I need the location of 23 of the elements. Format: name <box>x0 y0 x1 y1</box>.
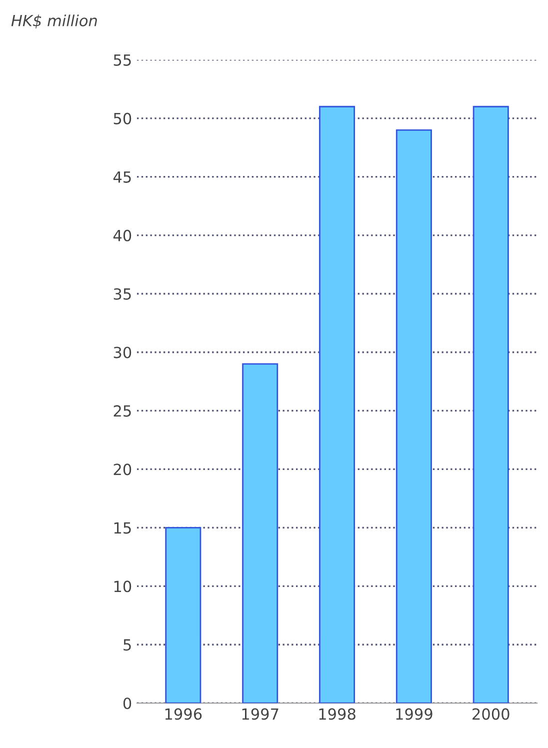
x-tick-label: 1997 <box>242 708 278 720</box>
y-tick-label: 10 <box>114 580 132 592</box>
y-tick-label: 40 <box>113 230 132 242</box>
y-tick-label: 55 <box>114 54 131 66</box>
y-axis-title: HK$ million <box>11 14 97 28</box>
y-tick-label: 30 <box>114 346 132 358</box>
y-tick-label: 5 <box>124 639 131 651</box>
bar <box>242 363 278 704</box>
y-tick-label: 35 <box>114 288 131 300</box>
bar <box>319 106 356 704</box>
y-tick-label: 50 <box>114 112 132 124</box>
x-tick-label: 1998 <box>319 708 356 720</box>
bar <box>396 129 432 704</box>
y-tick-label: 45 <box>113 171 131 183</box>
x-tick-label: 1999 <box>396 708 432 720</box>
y-tick-label: 20 <box>114 464 132 476</box>
bar <box>472 106 509 704</box>
y-tick-label: 25 <box>114 405 131 417</box>
y-tick-label: 0 <box>123 698 132 710</box>
bar <box>165 526 202 704</box>
x-tick-label: 1996 <box>165 708 202 720</box>
x-tick-label: 2000 <box>472 708 510 720</box>
y-tick-label: 15 <box>114 522 131 534</box>
